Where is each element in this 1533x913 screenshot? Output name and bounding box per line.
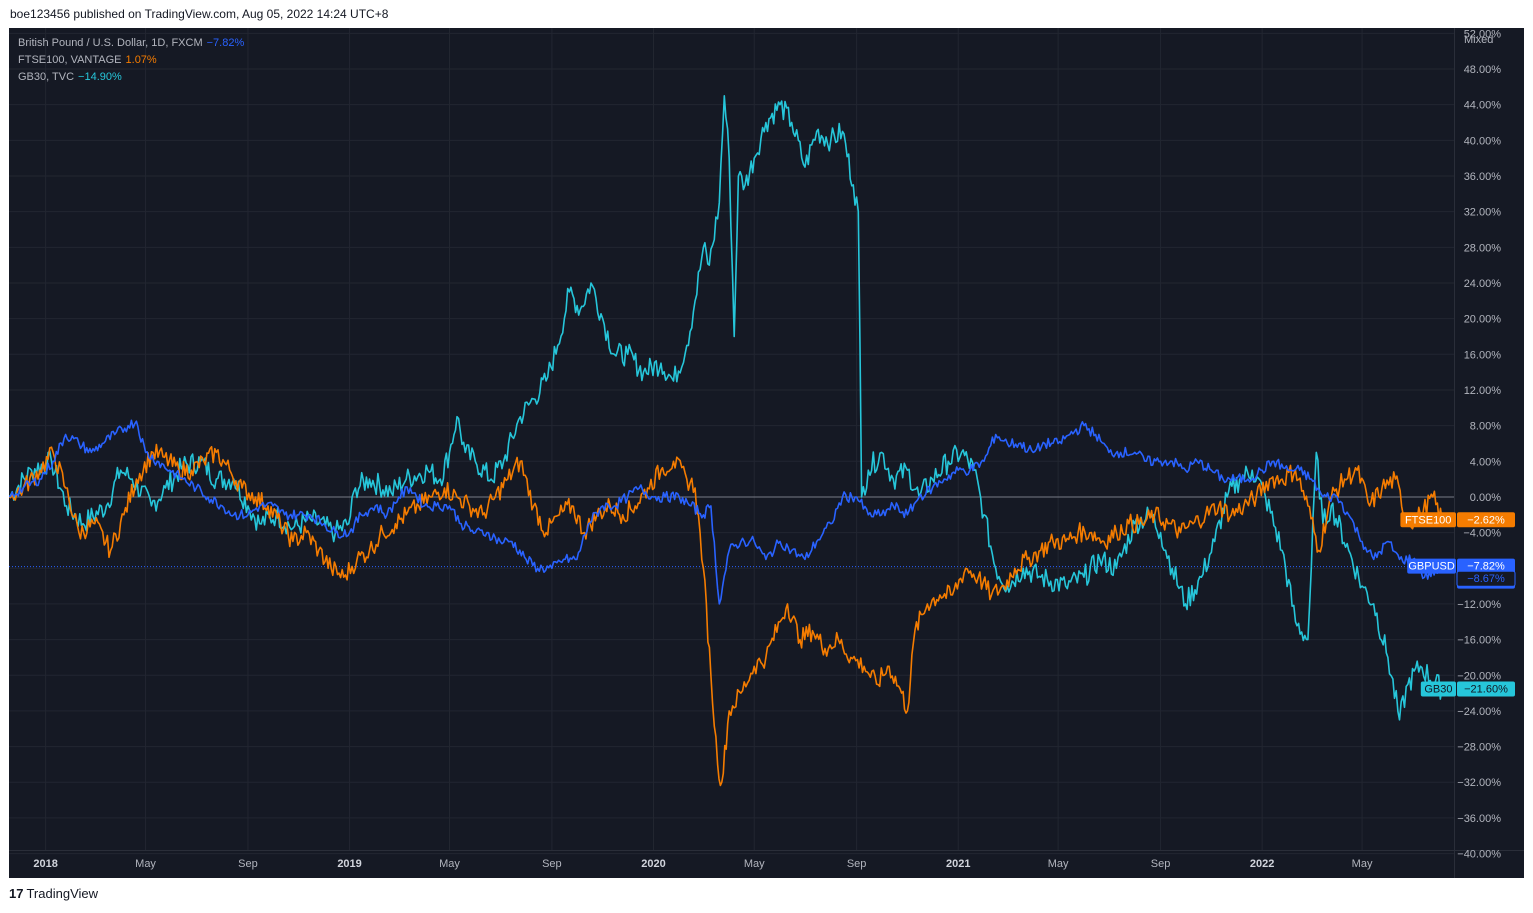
legend-row-gb30[interactable]: GB30, TVC −14.90%: [18, 69, 244, 86]
scale-mode-label[interactable]: Mixed: [1464, 34, 1494, 46]
y-tick-label: 24.00%: [1464, 278, 1502, 290]
price-tag-label: GB30: [1424, 684, 1452, 696]
price-tag-extra-value: −8.67%: [1467, 573, 1505, 585]
y-tick-label: −32.00%: [1457, 777, 1501, 789]
y-tick-label: −20.00%: [1457, 670, 1501, 682]
y-tick-label: 4.00%: [1470, 456, 1501, 468]
publisher-text: boe123456 published on TradingView.com, …: [10, 7, 389, 21]
legend-row-ftse100[interactable]: FTSE100, VANTAGE 1.07%: [18, 52, 244, 69]
series-line-gb30: [9, 95, 1443, 721]
price-tag-value: −7.82%: [1467, 561, 1505, 573]
x-tick-label: Sep: [238, 858, 258, 870]
price-tag-ftse100: −2.62% FTSE100: [1400, 512, 1515, 528]
y-tick-label: 36.00%: [1464, 171, 1502, 183]
series-line-ftse100: [9, 443, 1443, 787]
x-tick-label: Sep: [1151, 858, 1171, 870]
x-tick-label: May: [439, 858, 460, 870]
legend-value-gbpusd: −7.82%: [206, 37, 245, 49]
tradingview-logo-icon: 17: [9, 886, 24, 901]
chart-panel[interactable]: 52.00% 48.00% 44.00% 40.00% 36.00% 32.00% 28.0…: [9, 28, 1524, 878]
publisher-bar: boe123456 published on TradingView.com, …: [0, 0, 1533, 28]
x-tick-label: 2022: [1250, 858, 1274, 870]
y-tick-label: 16.00%: [1464, 349, 1502, 361]
y-tick-label: 8.00%: [1470, 421, 1501, 433]
y-tick-label: 44.00%: [1464, 100, 1502, 112]
chart-svg[interactable]: 52.00% 48.00% 44.00% 40.00% 36.00% 32.00% 28.0…: [9, 28, 1524, 878]
price-tag-label: GBPUSD: [1408, 561, 1455, 573]
x-tick-label: May: [135, 858, 156, 870]
price-tag-value-bg: [1457, 681, 1515, 697]
chart-frame[interactable]: 52.00% 48.00% 44.00% 40.00% 36.00% 32.00% 28.0…: [9, 28, 1524, 878]
y-tick-label: 0.00%: [1470, 492, 1501, 504]
price-tag-value: −2.62%: [1467, 514, 1505, 526]
x-tick-label: 2018: [33, 858, 57, 870]
y-tick-label: −12.00%: [1457, 599, 1501, 611]
price-tag-value-bg: [1457, 512, 1515, 528]
legend-row-gbpusd[interactable]: British Pound / U.S. Dollar, 1D, FXCM −7.…: [18, 35, 244, 52]
y-tick-label: −36.00%: [1457, 813, 1501, 825]
y-tick-label: 32.00%: [1464, 207, 1502, 219]
legend-value-gb30: −14.90%: [78, 71, 122, 83]
x-tick-label: 2021: [946, 858, 970, 870]
x-tick-label: Sep: [847, 858, 867, 870]
x-tick-label: 2019: [337, 858, 361, 870]
y-tick-label: −24.00%: [1457, 706, 1501, 718]
y-tick-label: −16.00%: [1457, 635, 1501, 647]
y-tick-label: −4.00%: [1463, 528, 1501, 540]
y-tick-label: 28.00%: [1464, 242, 1502, 254]
price-tag-gb30: −21.60% GB30: [1420, 681, 1515, 697]
x-tick-label: Sep: [542, 858, 562, 870]
x-tick-label: May: [744, 858, 765, 870]
chart-legend: British Pound / U.S. Dollar, 1D, FXCM −7.…: [18, 35, 244, 86]
x-tick-label: 2020: [641, 858, 665, 870]
price-tag-label-bg: [1400, 512, 1456, 528]
price-tag-value: −21.60%: [1464, 684, 1508, 696]
footer-bar: 17 TradingView: [0, 878, 1533, 913]
y-tick-label: 12.00%: [1464, 385, 1502, 397]
y-tick-label: −28.00%: [1457, 742, 1501, 754]
price-tag-label-bg: [1407, 558, 1456, 574]
y-tick-label: 20.00%: [1464, 314, 1502, 326]
y-tick-label: 48.00%: [1464, 64, 1502, 76]
series-line-gbpusd: [9, 419, 1443, 605]
y-tick-label: −40.00%: [1457, 849, 1501, 861]
y-tick-label: 52.00%: [1464, 28, 1502, 40]
tradingview-brand: TradingView: [26, 886, 99, 901]
x-tick-label: May: [1352, 858, 1373, 870]
price-tag-label-bg: [1420, 681, 1456, 697]
price-tag-label: FTSE100: [1405, 514, 1451, 526]
x-tick-label: May: [1048, 858, 1069, 870]
y-tick-label: 40.00%: [1464, 135, 1502, 147]
legend-value-ftse100: 1.07%: [125, 54, 157, 66]
tradingview-logo[interactable]: 17 TradingView: [9, 886, 98, 901]
legend-name-ftse100: FTSE100, VANTAGE: [18, 54, 122, 66]
legend-name-gb30: GB30, TVC: [18, 71, 75, 83]
legend-name-gbpusd: British Pound / U.S. Dollar, 1D, FXCM: [18, 37, 203, 49]
price-tag-extra-bg: [1456, 570, 1516, 587]
